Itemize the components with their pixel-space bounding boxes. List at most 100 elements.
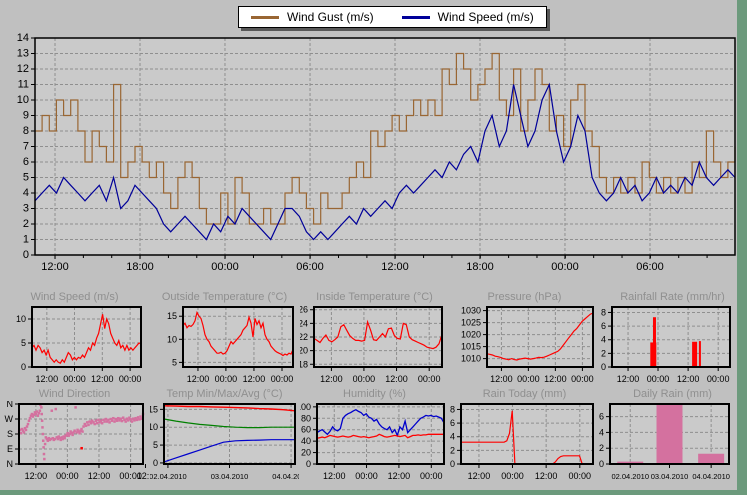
pressure-chart: 1010 1015 1020 1025 1030 12:00 00:00 12:00 00:00 — [461, 306, 594, 384]
svg-text:13: 13 — [17, 48, 29, 60]
svg-text:12:00: 12:00 — [36, 374, 59, 384]
svg-text:0: 0 — [306, 459, 311, 469]
svg-text:4: 4 — [450, 432, 455, 442]
svg-text:N: N — [7, 459, 14, 469]
svg-text:12:00: 12:00 — [385, 374, 408, 384]
rainfall-rate-chart: 0 2 4 6 8 12:00 00:00 12:00 00:00 — [601, 306, 731, 384]
svg-text:12:00: 12:00 — [381, 261, 409, 273]
svg-text:12:00: 12:00 — [388, 471, 411, 481]
svg-text:0: 0 — [21, 362, 26, 372]
svg-text:00:00: 00:00 — [215, 374, 238, 384]
wind-speed-small-chart: 0 5 10 12:00 00:00 12:00 00:00 — [16, 306, 142, 384]
svg-text:02.04.2010: 02.04.2010 — [150, 472, 187, 481]
svg-text:14: 14 — [17, 32, 29, 44]
svg-text:0: 0 — [599, 459, 604, 469]
main-chart-legend: Wind Gust (m/s) Wind Speed (m/s) — [238, 6, 547, 28]
svg-text:5: 5 — [23, 172, 29, 184]
svg-text:1015: 1015 — [461, 342, 481, 352]
chart-title-wind-direction: Wind Direction — [38, 388, 111, 400]
svg-text:22: 22 — [300, 332, 308, 342]
small-chart-outside-temperature[interactable]: Outside Temperature (°C) 5 10 15 12:00 00:00… — [150, 291, 299, 388]
svg-text:03.04.2010: 03.04.2010 — [651, 472, 689, 481]
svg-text:8: 8 — [23, 125, 29, 137]
temp-min-max-avg-chart: 0 5 10 15 02.04.2010 03.04.2010 04.04.2010 — [150, 403, 299, 481]
small-chart-temp-min-max-avg[interactable]: Temp Min/Max/Avg (°C) 0 5 10 15 02.04.2010 03… — [150, 388, 299, 485]
svg-text:20: 20 — [300, 346, 308, 356]
svg-text:1: 1 — [23, 234, 29, 246]
small-chart-wind-speed[interactable]: Wind Speed (m/s) 0 5 10 12:00 00:00 12:00 00:0… — [0, 291, 149, 388]
svg-text:06:00: 06:00 — [296, 261, 324, 273]
outside-temperature-chart: 5 10 15 12:00 00:00 12:00 00:00 — [167, 306, 294, 384]
svg-text:12:00: 12:00 — [320, 374, 343, 384]
svg-text:1030: 1030 — [461, 306, 481, 316]
small-chart-inside-temperature[interactable]: Inside Temperature (°C) 18 20 22 24 26 12:00 0… — [300, 291, 449, 388]
svg-text:3: 3 — [23, 203, 29, 215]
chart-title-rain-today: Rain Today (mm) — [482, 388, 567, 400]
chart-title-temp-min-max-avg: Temp Min/Max/Avg (°C) — [166, 388, 283, 400]
small-chart-pressure[interactable]: Pressure (hPa) 1010 1015 1020 1025 1030 12:00… — [450, 291, 599, 388]
svg-text:6: 6 — [599, 412, 604, 422]
svg-text:00:00: 00:00 — [551, 261, 579, 273]
svg-text:100: 100 — [300, 402, 311, 412]
svg-text:00:00: 00:00 — [353, 374, 376, 384]
svg-text:00:00: 00:00 — [707, 374, 730, 384]
svg-text:00:00: 00:00 — [355, 471, 378, 481]
svg-text:00:00: 00:00 — [418, 374, 441, 384]
svg-text:60: 60 — [301, 425, 311, 435]
svg-text:24: 24 — [300, 318, 308, 328]
small-chart-rainfall-rate[interactable]: Rainfall Rate (mm/hr) 0 2 4 6 8 12:00 00:00 12:… — [598, 291, 747, 388]
svg-text:11: 11 — [18, 79, 29, 91]
rain-today-chart: 0 2 4 6 8 12:00 00:00 12:00 00:00 — [450, 403, 594, 481]
svg-text:12:00: 12:00 — [323, 471, 346, 481]
svg-text:12:00: 12:00 — [490, 374, 513, 384]
chart-title-outside-temperature: Outside Temperature (°C) — [161, 291, 288, 303]
svg-text:S: S — [7, 429, 13, 439]
small-chart-daily-rain[interactable]: Daily Rain (mm) 0 2 4 6 02.04.2010 03.04.2010… — [598, 388, 747, 485]
svg-text:4: 4 — [599, 427, 604, 437]
small-chart-wind-direction[interactable]: Wind Direction N W S E N 12:00 00:00 12:00 00:00… — [0, 388, 150, 485]
svg-text:6: 6 — [23, 156, 29, 168]
svg-text:00:00: 00:00 — [119, 471, 142, 481]
small-chart-rain-today[interactable]: Rain Today (mm) 0 2 4 6 8 12:00 00:00 12:00 00:0… — [450, 388, 599, 485]
wind-gust-line-swatch — [251, 15, 279, 19]
svg-text:1020: 1020 — [461, 330, 481, 340]
chart-title-wind-speed: Wind Speed (m/s) — [30, 291, 119, 303]
svg-text:06:00: 06:00 — [636, 261, 664, 273]
svg-text:00:00: 00:00 — [211, 261, 239, 273]
chart-title-daily-rain: Daily Rain (mm) — [633, 388, 712, 400]
chart-title-pressure: Pressure (hPa) — [487, 291, 562, 303]
svg-text:00:00: 00:00 — [501, 471, 524, 481]
svg-text:7: 7 — [23, 141, 29, 153]
wind-speed-legend-label: Wind Speed (m/s) — [437, 10, 534, 24]
svg-text:5: 5 — [153, 440, 158, 450]
svg-text:00:00: 00:00 — [517, 374, 540, 384]
svg-text:2: 2 — [599, 443, 604, 453]
daily-rain-chart: 0 2 4 6 02.04.2010 03.04.2010 04.04.2010 — [599, 403, 730, 481]
svg-text:15: 15 — [150, 404, 158, 414]
svg-text:1025: 1025 — [461, 318, 481, 328]
svg-text:04.04.2010: 04.04.2010 — [272, 472, 299, 481]
svg-text:00:00: 00:00 — [119, 374, 142, 384]
svg-text:20: 20 — [301, 448, 311, 458]
svg-text:6: 6 — [601, 321, 606, 331]
svg-text:03.04.2010: 03.04.2010 — [211, 472, 249, 481]
svg-text:12:00: 12:00 — [25, 471, 48, 481]
svg-text:10: 10 — [16, 314, 26, 324]
svg-text:2: 2 — [23, 218, 29, 230]
svg-text:18: 18 — [300, 359, 308, 369]
svg-text:12:00: 12:00 — [91, 374, 114, 384]
svg-text:00:00: 00:00 — [647, 374, 670, 384]
svg-text:0: 0 — [153, 458, 158, 468]
wind-gust-legend-label: Wind Gust (m/s) — [287, 10, 374, 24]
svg-text:2: 2 — [450, 445, 455, 455]
svg-text:10: 10 — [17, 94, 29, 106]
svg-text:4: 4 — [601, 335, 606, 345]
legend-item-wind-gust: Wind Gust (m/s) — [251, 10, 374, 24]
svg-text:12: 12 — [17, 63, 29, 75]
svg-text:00:00: 00:00 — [420, 471, 443, 481]
